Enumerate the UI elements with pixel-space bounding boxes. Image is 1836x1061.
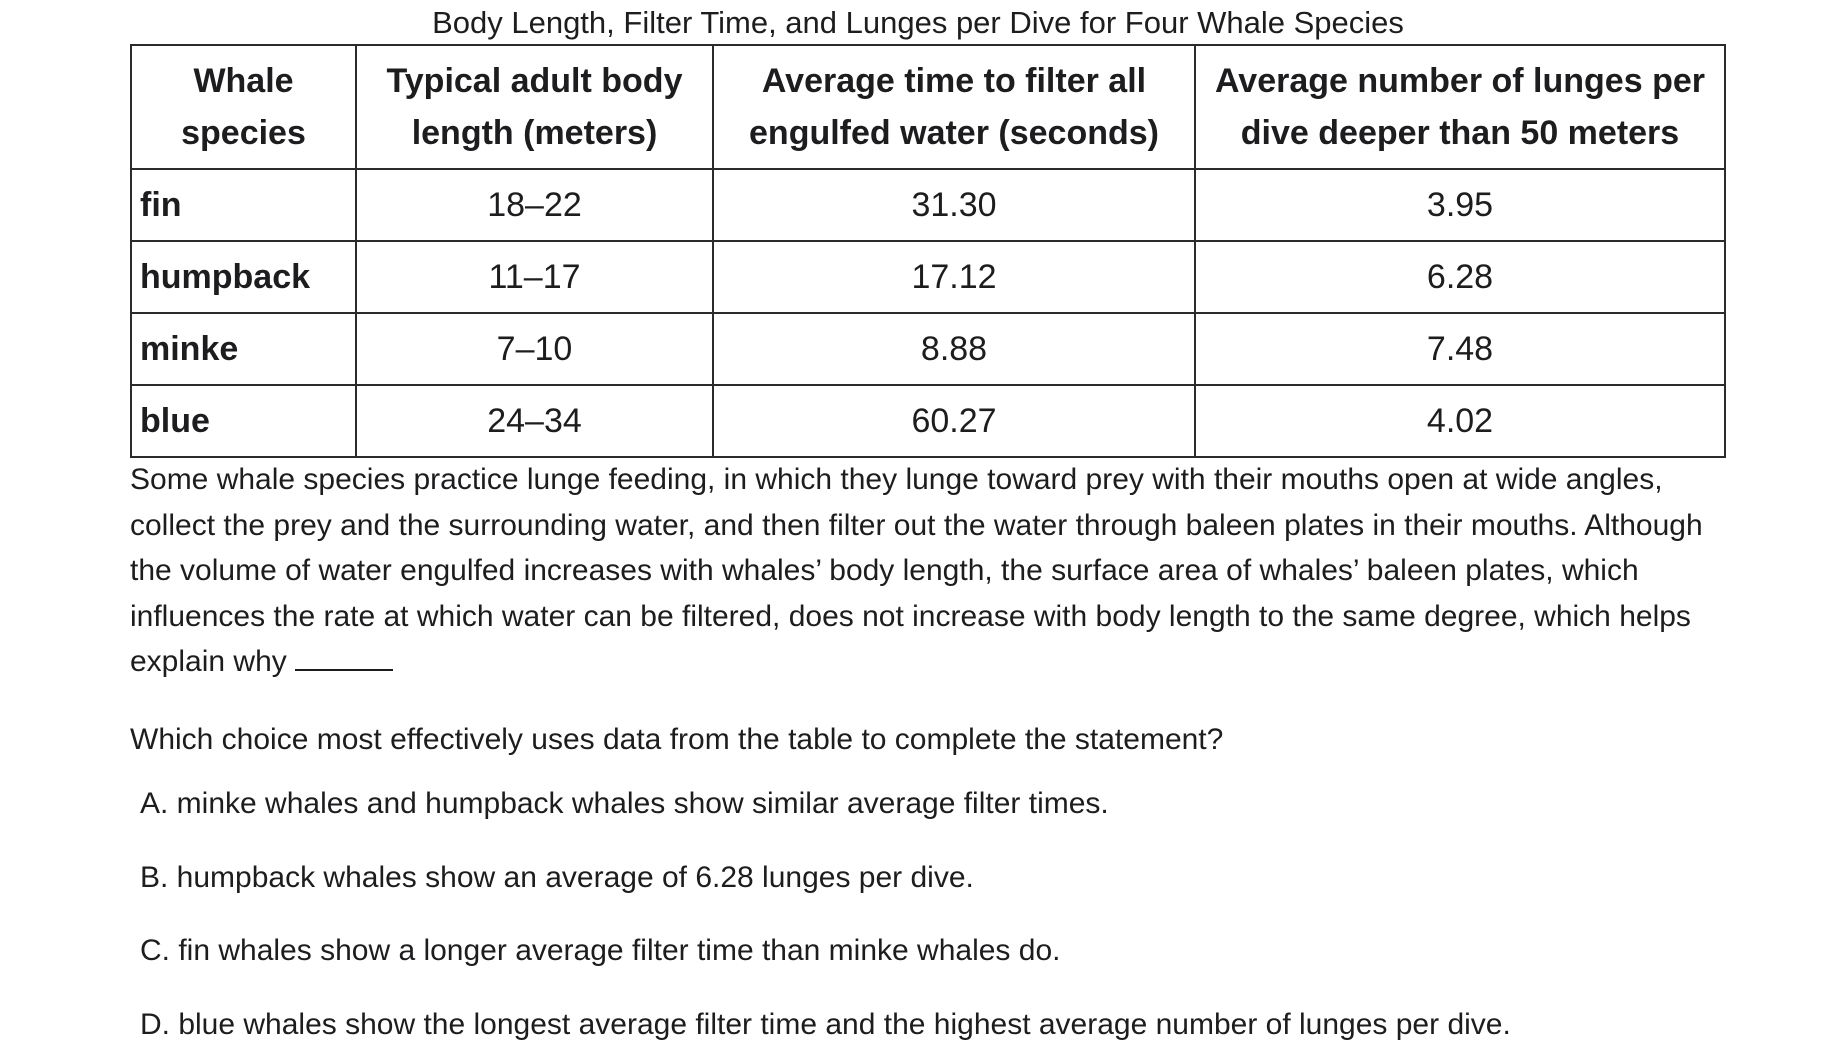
header-body-length-line1: Typical adult body [386, 62, 683, 100]
cell-lunges: 6.28 [1194, 240, 1726, 314]
answer-choice-d[interactable]: D. blue whales show the longest average … [140, 1008, 1511, 1041]
answer-blank [294, 643, 393, 671]
table-row-humpback: humpback 11–17 17.12 6.28 [130, 240, 1726, 314]
whale-data-table: Whale species Typical adult body length … [130, 44, 1726, 458]
answer-choice-a[interactable]: A. minke whales and humpback whales show… [140, 787, 1109, 820]
cell-body-length: 18–22 [355, 168, 714, 242]
cell-body-length: 11–17 [355, 240, 714, 314]
table-row-minke: minke 7–10 8.88 7.48 [130, 312, 1726, 386]
cell-lunges: 7.48 [1194, 312, 1726, 386]
header-lunges-line2: dive deeper than 50 meters [1240, 114, 1680, 152]
answer-choice-b[interactable]: B. humpback whales show an average of 6.… [140, 861, 974, 894]
header-whale-species-line2: species [181, 114, 306, 152]
header-body-length-line2: length (meters) [411, 114, 658, 152]
cell-filter-time: 60.27 [712, 384, 1196, 458]
table-title: Body Length, Filter Time, and Lunges per… [432, 5, 1404, 40]
header-filter-time-line2: engulfed water (seconds) [749, 114, 1159, 152]
cell-lunges: 3.95 [1194, 168, 1726, 242]
cell-body-length: 7–10 [355, 312, 714, 386]
cell-species: minke [130, 312, 357, 386]
header-whale-species-line1: Whale [193, 62, 294, 100]
header-body-length: Typical adult body length (meters) [355, 44, 714, 170]
header-whale-species: Whale species [130, 44, 357, 170]
table-row-blue: blue 24–34 60.27 4.02 [130, 384, 1726, 458]
cell-filter-time: 31.30 [712, 168, 1196, 242]
header-filter-time: Average time to filter all engulfed wate… [712, 44, 1196, 170]
cell-filter-time: 17.12 [712, 240, 1196, 314]
table-header-row: Whale species Typical adult body length … [130, 44, 1726, 170]
cell-species: fin [130, 168, 357, 242]
passage-text: Some whale species practice lunge feedin… [130, 457, 1730, 685]
passage-body: Some whale species practice lunge feedin… [130, 463, 1703, 678]
cell-filter-time: 8.88 [712, 312, 1196, 386]
question-prompt: Which choice most effectively uses data … [130, 723, 1224, 756]
header-lunges-per-dive: Average number of lunges per dive deeper… [1194, 44, 1726, 170]
cell-species: blue [130, 384, 357, 458]
table-row-fin: fin 18–22 31.30 3.95 [130, 168, 1726, 242]
answer-choice-c[interactable]: C. fin whales show a longer average filt… [140, 934, 1061, 967]
header-filter-time-line1: Average time to filter all [761, 62, 1147, 100]
cell-body-length: 24–34 [355, 384, 714, 458]
cell-species: humpback [130, 240, 357, 314]
header-lunges-line1: Average number of lunges per [1215, 62, 1705, 100]
cell-lunges: 4.02 [1194, 384, 1726, 458]
